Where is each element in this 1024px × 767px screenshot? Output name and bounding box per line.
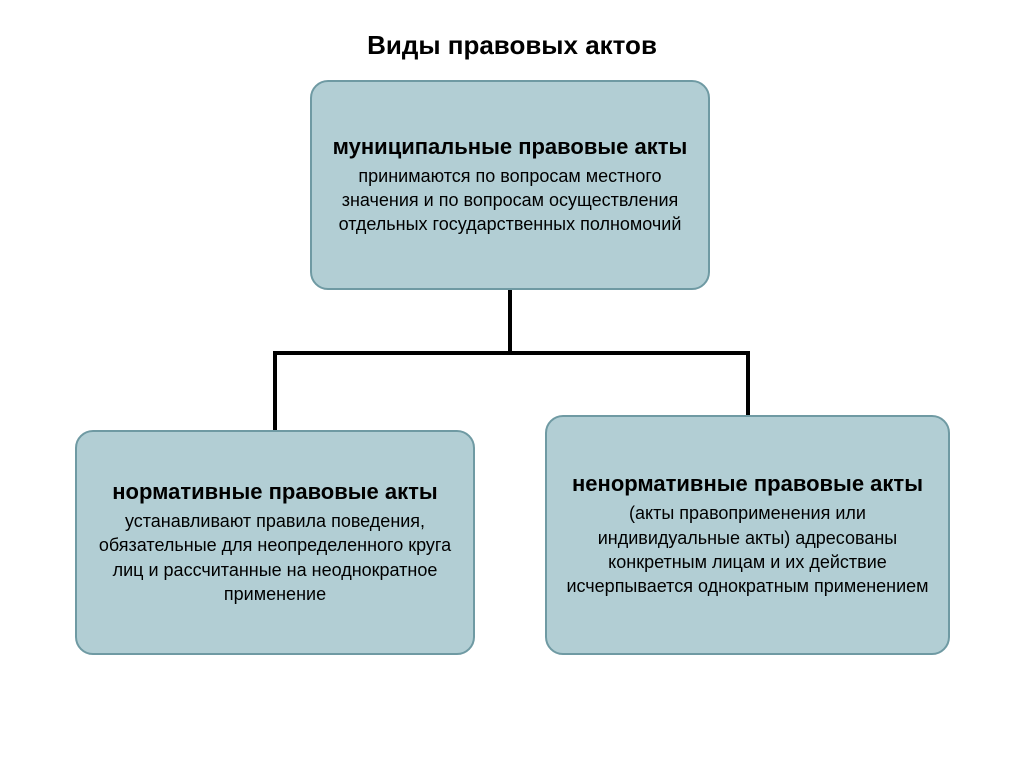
right-node: ненормативные правовые акты (акты правоп…	[545, 415, 950, 655]
left-node: нормативные правовые акты устанавливают …	[75, 430, 475, 655]
connector-right-down	[746, 351, 750, 416]
connector-left-down	[273, 351, 277, 431]
connector-root-down	[508, 290, 512, 355]
root-body: принимаются по вопросам местного значени…	[330, 164, 690, 237]
right-heading: ненормативные правовые акты	[572, 471, 923, 497]
root-heading: муниципальные правовые акты	[333, 134, 688, 160]
diagram-title: Виды правовых актов	[0, 30, 1024, 61]
connector-horizontal	[273, 351, 750, 355]
left-body: устанавливают правила поведения, обязате…	[95, 509, 455, 606]
root-node: муниципальные правовые акты принимаются …	[310, 80, 710, 290]
right-body: (акты правоприменения или индивидуальные…	[565, 501, 930, 598]
left-heading: нормативные правовые акты	[112, 479, 437, 505]
